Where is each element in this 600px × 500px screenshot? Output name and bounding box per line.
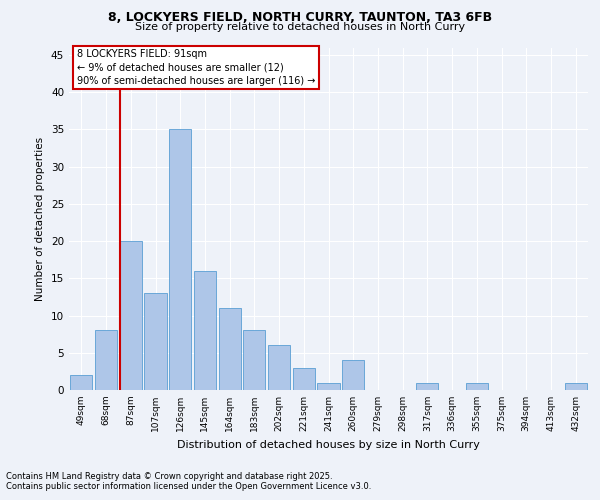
Text: Contains HM Land Registry data © Crown copyright and database right 2025.: Contains HM Land Registry data © Crown c…: [6, 472, 332, 481]
Text: 8, LOCKYERS FIELD, NORTH CURRY, TAUNTON, TA3 6FB: 8, LOCKYERS FIELD, NORTH CURRY, TAUNTON,…: [108, 11, 492, 24]
Bar: [243, 330, 265, 390]
Bar: [169, 130, 191, 390]
Bar: [317, 382, 340, 390]
Text: Size of property relative to detached houses in North Curry: Size of property relative to detached ho…: [135, 22, 465, 32]
Bar: [119, 241, 142, 390]
Bar: [194, 271, 216, 390]
Bar: [565, 382, 587, 390]
X-axis label: Distribution of detached houses by size in North Curry: Distribution of detached houses by size …: [177, 440, 480, 450]
Bar: [466, 382, 488, 390]
Bar: [70, 375, 92, 390]
Y-axis label: Number of detached properties: Number of detached properties: [35, 136, 46, 301]
Text: 8 LOCKYERS FIELD: 91sqm
← 9% of detached houses are smaller (12)
90% of semi-det: 8 LOCKYERS FIELD: 91sqm ← 9% of detached…: [77, 49, 315, 86]
Bar: [293, 368, 315, 390]
Bar: [342, 360, 364, 390]
Bar: [416, 382, 439, 390]
Bar: [218, 308, 241, 390]
Bar: [268, 346, 290, 390]
Text: Contains public sector information licensed under the Open Government Licence v3: Contains public sector information licen…: [6, 482, 371, 491]
Bar: [95, 330, 117, 390]
Bar: [145, 293, 167, 390]
